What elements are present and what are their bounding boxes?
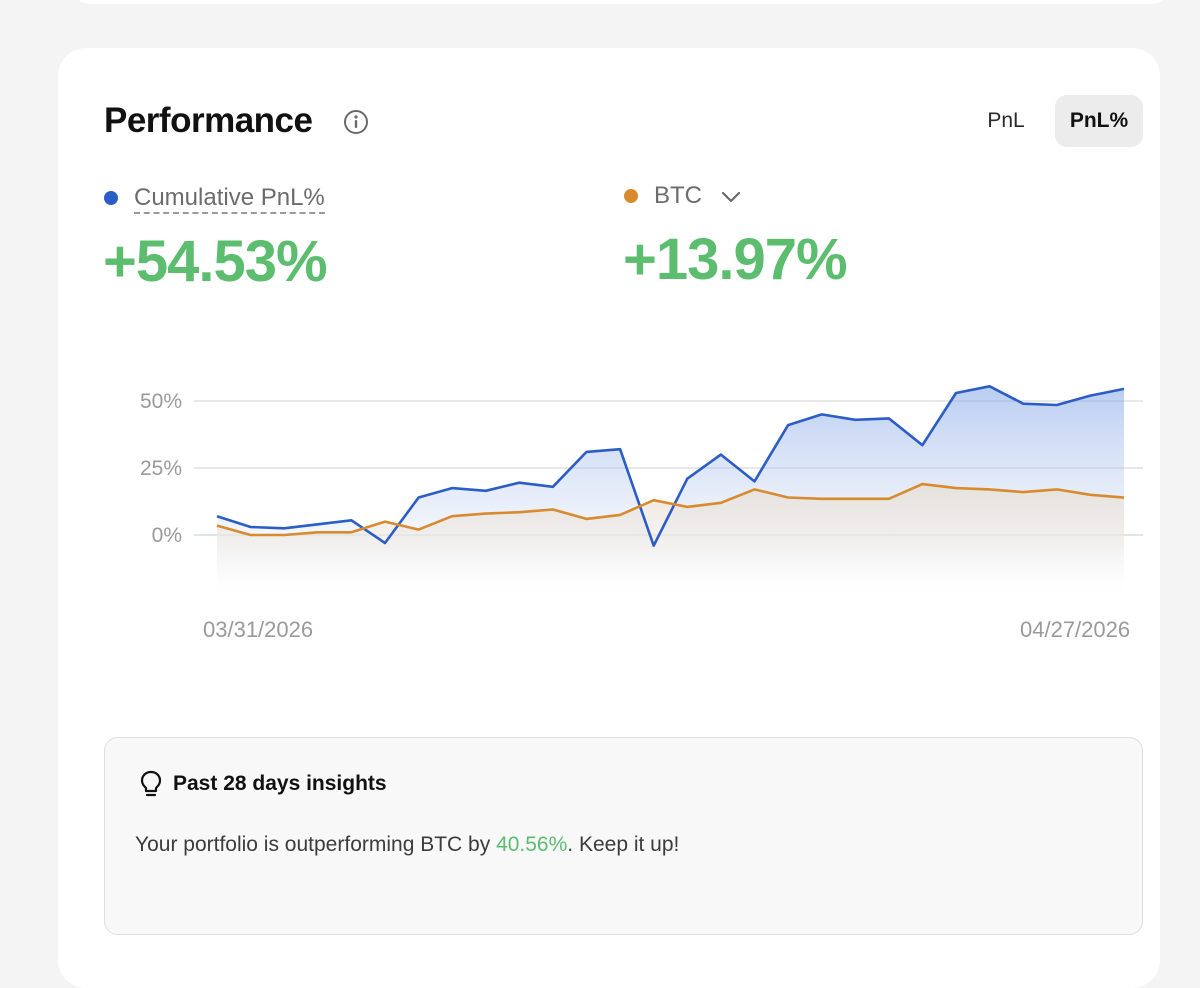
y-tick-label: 25% (140, 457, 182, 480)
toggle-pnl[interactable]: PnL (970, 95, 1042, 147)
lightbulb-icon (139, 770, 163, 800)
btc-value: +13.97% (623, 228, 847, 292)
pnl-legend-dot (104, 191, 118, 205)
page-title: Performance (104, 98, 312, 144)
btc-legend-dot (624, 189, 638, 203)
previous-card-edge (72, 0, 1170, 4)
cumulative-pnl-label-text: Cumulative PnL% (134, 184, 325, 214)
info-icon[interactable] (343, 109, 369, 135)
insights-text-end: . Keep it up! (567, 833, 679, 856)
chevron-down-icon[interactable] (720, 187, 742, 207)
cumulative-pnl-value: +54.53% (103, 230, 327, 294)
insights-panel: Past 28 days insights Your portfolio is … (104, 737, 1143, 935)
insights-text-start: Your portfolio is outperforming BTC by (135, 833, 496, 856)
insights-text: Your portfolio is outperforming BTC by 4… (135, 831, 679, 859)
x-axis-start-date: 03/31/2026 (203, 617, 313, 643)
toggle-pnl-percent[interactable]: PnL% (1055, 95, 1143, 147)
btc-label[interactable]: BTC (654, 181, 702, 211)
cumulative-pnl-label[interactable]: Cumulative PnL% (134, 183, 325, 213)
y-tick-label: 50% (140, 390, 182, 413)
performance-chart[interactable]: 50% 25% 0% (100, 370, 1160, 610)
outperformance-value: 40.56% (496, 833, 567, 856)
y-tick-label: 0% (152, 524, 182, 547)
btc-area (217, 484, 1124, 600)
insights-title: Past 28 days insights (173, 770, 387, 798)
x-axis-end-date: 04/27/2026 (1020, 617, 1130, 643)
